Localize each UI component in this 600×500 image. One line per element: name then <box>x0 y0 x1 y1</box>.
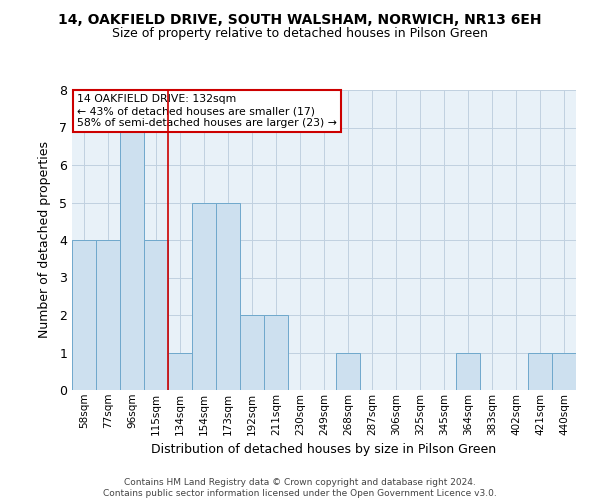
Text: Contains HM Land Registry data © Crown copyright and database right 2024.
Contai: Contains HM Land Registry data © Crown c… <box>103 478 497 498</box>
Text: 14 OAKFIELD DRIVE: 132sqm
← 43% of detached houses are smaller (17)
58% of semi-: 14 OAKFIELD DRIVE: 132sqm ← 43% of detac… <box>77 94 337 128</box>
Bar <box>552 352 576 390</box>
Bar <box>120 128 144 390</box>
Bar <box>72 240 96 390</box>
Bar <box>144 240 168 390</box>
Bar <box>216 202 240 390</box>
X-axis label: Distribution of detached houses by size in Pilson Green: Distribution of detached houses by size … <box>151 443 497 456</box>
Bar <box>192 202 216 390</box>
Bar <box>456 352 480 390</box>
Text: 14, OAKFIELD DRIVE, SOUTH WALSHAM, NORWICH, NR13 6EH: 14, OAKFIELD DRIVE, SOUTH WALSHAM, NORWI… <box>58 12 542 26</box>
Bar <box>168 352 192 390</box>
Text: Size of property relative to detached houses in Pilson Green: Size of property relative to detached ho… <box>112 28 488 40</box>
Bar <box>336 352 360 390</box>
Bar <box>240 315 264 390</box>
Bar <box>528 352 552 390</box>
Y-axis label: Number of detached properties: Number of detached properties <box>38 142 51 338</box>
Bar <box>96 240 120 390</box>
Bar <box>264 315 288 390</box>
